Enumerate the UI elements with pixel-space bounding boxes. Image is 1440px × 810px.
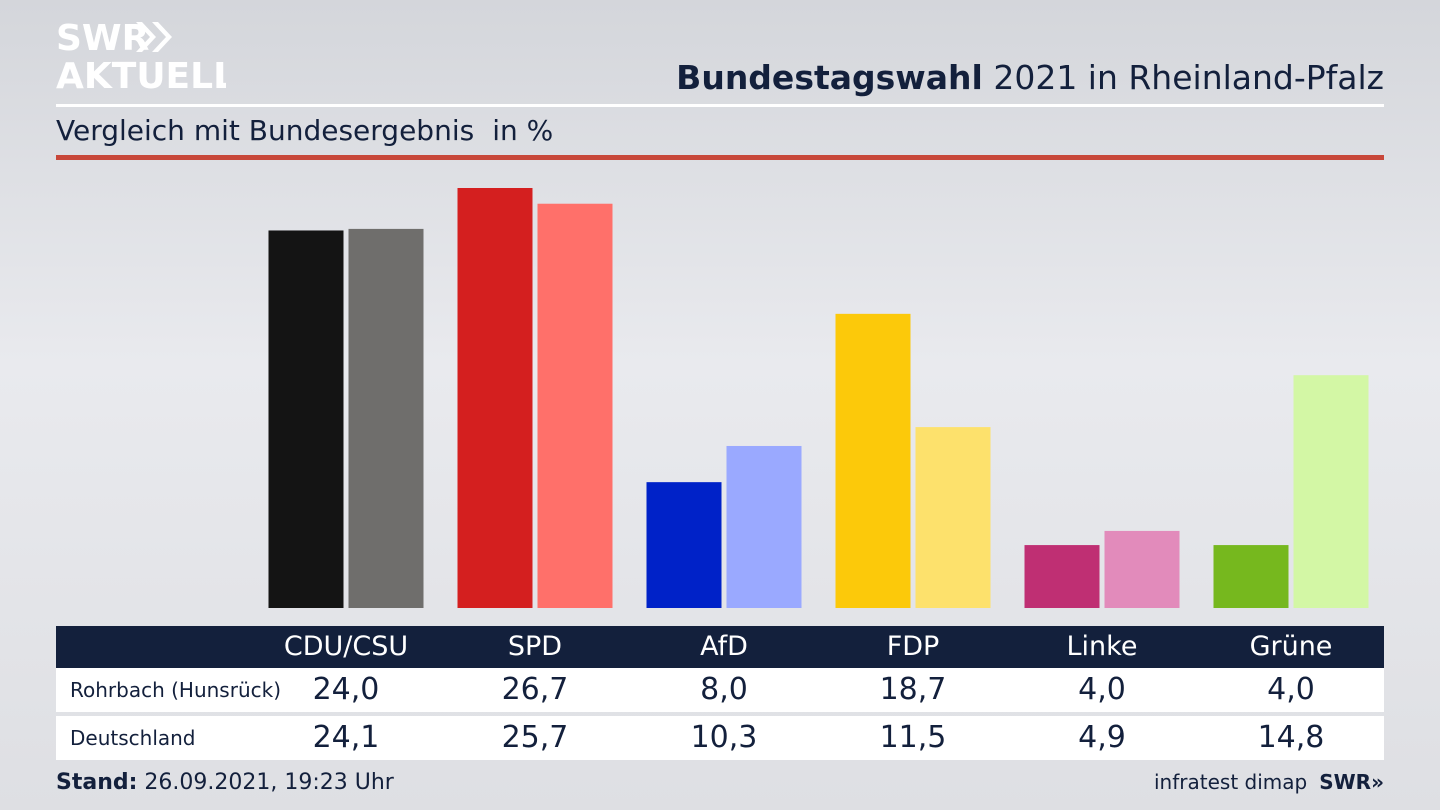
bar-cdu-csu-series2 <box>348 228 424 609</box>
logo-swr-text: SWR <box>56 18 149 59</box>
chart-subtitle: Vergleich mit Bundesergebnis in % <box>56 114 553 147</box>
swr-aktuell-logo: SWR AKTUELL <box>56 18 226 92</box>
column-header: CDU/CSU <box>283 631 409 662</box>
column-header: FDP <box>886 631 940 662</box>
table-cell: 4,0 <box>1078 672 1126 707</box>
bar-spd-series1 <box>457 188 533 608</box>
bar-afd-series1 <box>646 482 722 608</box>
logo-chevron-icon <box>152 22 172 52</box>
table-row: Rohrbach (Hunsrück) 24,0 26,7 8,0 18,7 4,0 4,… <box>56 668 1384 712</box>
table-cell: 24,1 <box>312 720 380 755</box>
row-label: Rohrbach (Hunsrück) <box>70 678 282 702</box>
page-title: Bundestagswahl 2021 in Rheinland-Pfalz <box>676 58 1384 97</box>
column-header: Linke <box>1066 631 1138 662</box>
bar-cdu-csu-series1 <box>268 230 344 608</box>
subtitle-text: Vergleich mit Bundesergebnis <box>56 114 475 147</box>
table-row: Deutschland 24,1 25,7 10,3 11,5 4,9 14,8 <box>56 716 1384 760</box>
timestamp: Stand: 26.09.2021, 19:23 Uhr <box>56 770 394 795</box>
column-header: Grüne <box>1249 631 1333 662</box>
table-cell: 18,7 <box>879 672 947 707</box>
table-cell: 26,7 <box>501 672 569 707</box>
results-table: CDU/CSU SPD AfD FDP Linke Grüne Rohrbach (Hun… <box>56 626 1384 760</box>
table-cell: 24,0 <box>312 672 380 707</box>
bar-gr-ne-series2 <box>1293 375 1369 608</box>
bar-gr-ne-series1 <box>1213 545 1289 608</box>
row-label: Deutschland <box>70 726 196 750</box>
unit-label: in % <box>492 114 554 147</box>
table-cell: 25,7 <box>501 720 569 755</box>
table-cell: 4,0 <box>1267 672 1315 707</box>
table-cell: 10,3 <box>690 720 758 755</box>
column-header: AfD <box>700 631 748 662</box>
table-cell: 14,8 <box>1257 720 1325 755</box>
logo-aktuell-text: AKTUELL <box>56 56 226 92</box>
bar-linke-series2 <box>1104 530 1180 608</box>
bar-spd-series2 <box>537 203 613 608</box>
table-header: CDU/CSU SPD AfD FDP Linke Grüne <box>56 626 1384 668</box>
bar-fdp-series1 <box>835 313 911 608</box>
source-text: infratest dimap <box>1154 770 1308 794</box>
logo-chevron-icon <box>136 22 156 52</box>
title-rest: 2021 in Rheinland-Pfalz <box>993 58 1384 97</box>
bar-linke-series1 <box>1024 545 1100 608</box>
header-divider <box>56 104 1384 107</box>
stand-value: 26.09.2021, 19:23 Uhr <box>144 770 394 795</box>
stand-label: Stand: <box>56 770 138 795</box>
title-bold: Bundestagswahl <box>676 58 983 97</box>
bar-fdp-series2 <box>915 427 991 608</box>
accent-divider <box>56 155 1384 160</box>
source-credit: infratest dimap SWR» <box>1154 770 1384 794</box>
column-header: SPD <box>507 631 563 662</box>
brand-logo: SWR» <box>1319 770 1384 794</box>
bar-afd-series2 <box>726 445 802 608</box>
table-cell: 8,0 <box>700 672 748 707</box>
table-cell: 4,9 <box>1078 720 1126 755</box>
table-cell: 11,5 <box>879 720 947 755</box>
